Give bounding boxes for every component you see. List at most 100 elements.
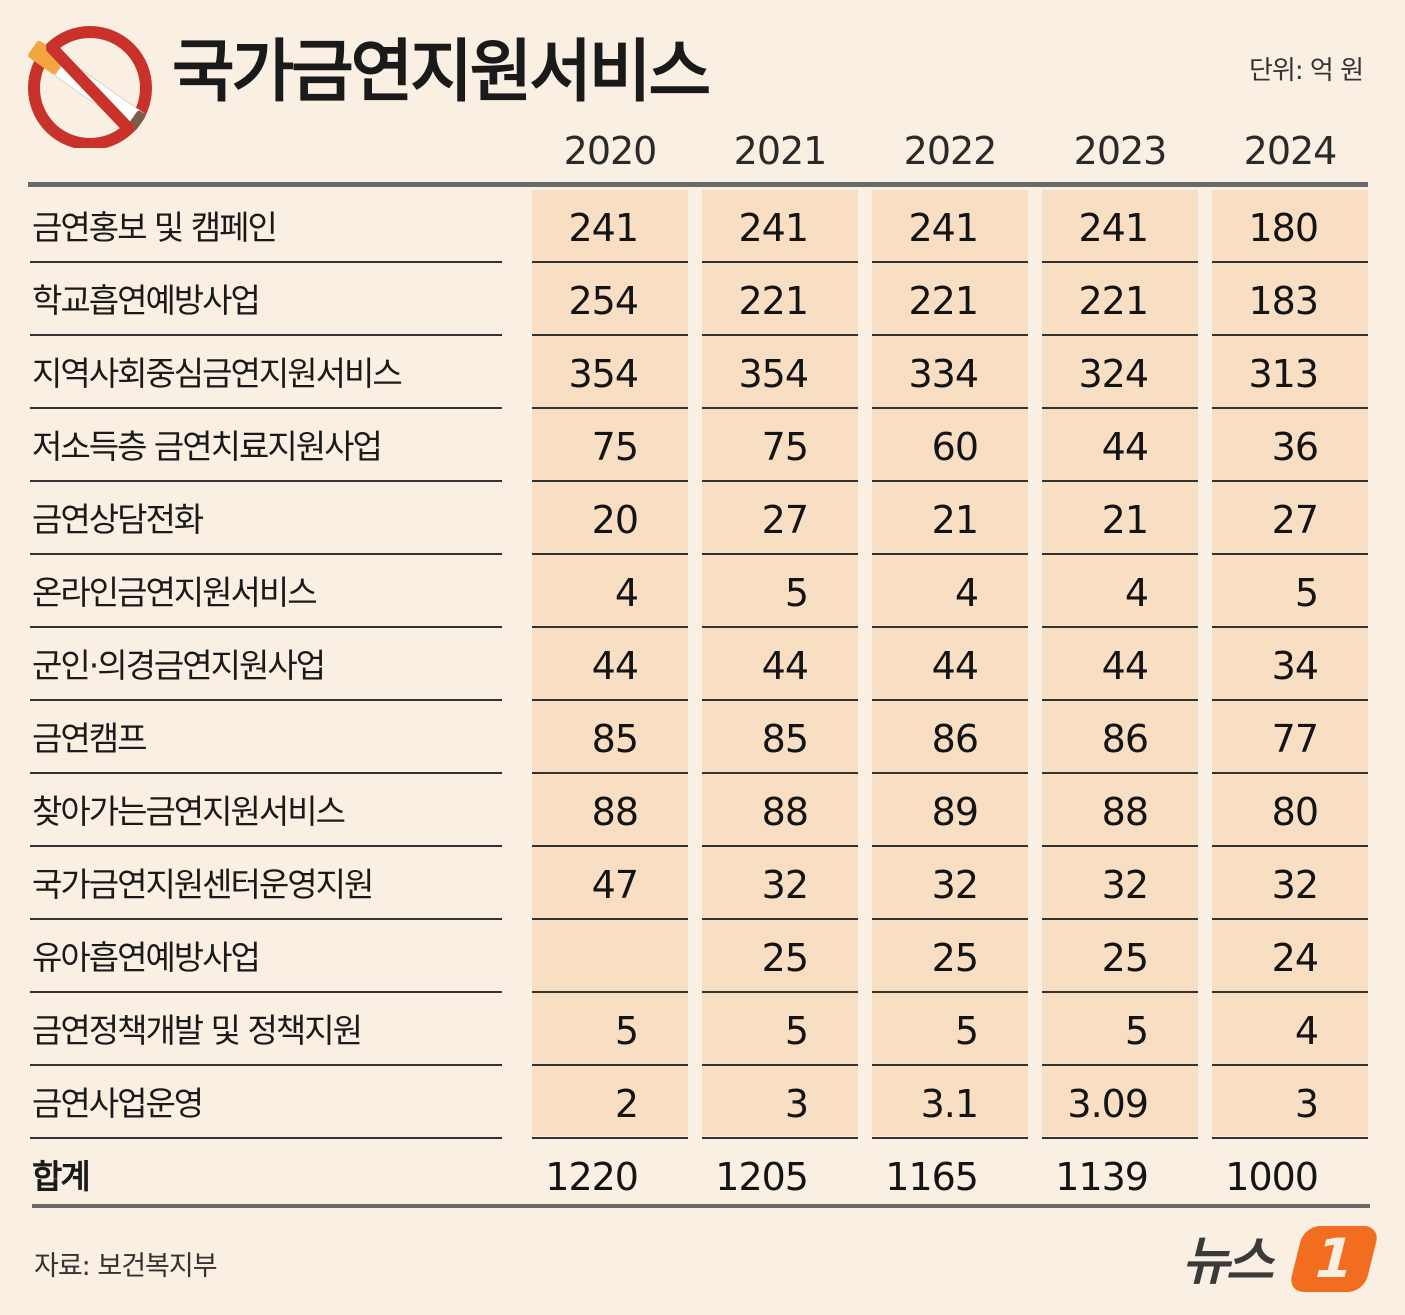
cell-divider [1212,480,1368,482]
value-cell: 88 [591,790,639,834]
value-cell: 44 [931,644,979,688]
value-cell: 4 [614,571,639,615]
value-cell: 3.09 [1067,1082,1149,1126]
row-divider [30,699,502,701]
value-cell: 85 [591,717,639,761]
row-label: 금연캠프 [32,719,147,758]
value-cell: 241 [908,206,979,250]
value-cell: 77 [1271,717,1319,761]
cell-divider [1042,480,1198,482]
table-row: 군인·의경금연지원사업 44 44 44 44 34 [0,628,1405,701]
row-divider [30,991,502,993]
cell-divider [702,480,858,482]
value-cell: 241 [738,206,809,250]
table-row: 금연사업운영 2 3 3.1 3.09 3 [0,1066,1405,1139]
news1-logo: 뉴스 1 [1182,1226,1382,1298]
cell-divider [1042,1137,1198,1139]
cell-divider [702,626,858,628]
cell-divider [872,845,1028,847]
value-cell: 3.1 [920,1082,979,1126]
cell-divider [532,918,688,920]
table-row: 금연상담전화 20 27 21 21 27 [0,482,1405,555]
row-label: 유아흡연예방사업 [32,938,261,977]
cell-divider [702,407,858,409]
cell-divider [702,553,858,555]
cell-divider [1042,407,1198,409]
value-cell: 180 [1248,206,1319,250]
cell-divider [1042,991,1198,993]
source-note: 자료: 보건복지부 [34,1251,218,1282]
total-row: 합계 1220 1205 1165 1139 1000 [0,1139,1405,1212]
value-cell: 44 [1101,644,1149,688]
cell-divider [1212,699,1368,701]
cell-divider [872,626,1028,628]
value-cell: 4 [954,571,979,615]
value-cell: 24 [1271,936,1319,980]
value-cell: 5 [954,1009,979,1053]
cell-divider [532,845,688,847]
cell-divider [1212,845,1368,847]
value-cell: 32 [931,863,979,907]
row-label: 찾아가는금연지원서비스 [32,792,346,831]
table-row: 국가금연지원센터운영지원 47 32 32 32 32 [0,847,1405,920]
cell-divider [1042,261,1198,263]
cell-divider [872,480,1028,482]
row-divider [30,407,502,409]
table-row: 금연정책개발 및 정책지원 5 5 5 5 4 [0,993,1405,1066]
cell-divider [702,1137,858,1139]
cell-divider [532,407,688,409]
value-cell: 354 [738,352,809,396]
table-row: 지역사회중심금연지원서비스 354 354 334 324 313 [0,336,1405,409]
cell-divider [1212,772,1368,774]
row-label: 온라인금연지원서비스 [32,573,318,612]
cell-divider [532,261,688,263]
table-row: 찾아가는금연지원서비스 88 88 89 88 80 [0,774,1405,847]
cell-divider [702,772,858,774]
row-label: 학교흡연예방사업 [32,281,261,320]
value-cell: 36 [1271,425,1319,469]
column-background-2021 [702,190,858,1136]
cell-divider [872,1064,1028,1066]
cell-divider [1042,918,1198,920]
cell-divider [1212,918,1368,920]
total-cell: 1000 [1225,1155,1319,1199]
total-cell: 1220 [545,1155,639,1199]
value-cell: 221 [908,279,979,323]
cell-divider [872,772,1028,774]
row-divider [30,261,502,263]
cell-divider [532,699,688,701]
cell-divider [1212,261,1368,263]
column-header-2020: 2020 [563,129,658,173]
cell-divider [1042,553,1198,555]
total-cell: 1139 [1055,1155,1149,1199]
row-label: 군인·의경금연지원사업 [32,646,326,685]
value-cell: 25 [761,936,809,980]
cell-divider [702,991,858,993]
row-label: 금연정책개발 및 정책지원 [32,1011,363,1050]
column-header-2022: 2022 [903,129,998,173]
value-cell: 27 [761,498,809,542]
value-cell: 20 [591,498,639,542]
column-background-2023 [1042,190,1198,1136]
value-cell: 89 [931,790,979,834]
value-cell: 21 [1101,498,1149,542]
cell-divider [1042,626,1198,628]
unit-label: 단위: 억 원 [1249,56,1364,86]
total-label: 합계 [32,1157,91,1196]
table-top-rule [28,182,1368,187]
row-divider [30,334,502,336]
value-cell: 34 [1271,644,1319,688]
row-label: 지역사회중심금연지원서비스 [32,354,403,393]
cell-divider [532,772,688,774]
cell-divider [872,918,1028,920]
value-cell: 5 [1294,571,1319,615]
table-bottom-rule [32,1204,1370,1208]
value-cell: 44 [1101,425,1149,469]
value-cell: 5 [614,1009,639,1053]
value-cell: 221 [738,279,809,323]
value-cell: 334 [908,352,979,396]
value-cell: 4 [1294,1009,1319,1053]
table-row: 온라인금연지원서비스 4 5 4 4 5 [0,555,1405,628]
value-cell: 2 [614,1082,639,1126]
